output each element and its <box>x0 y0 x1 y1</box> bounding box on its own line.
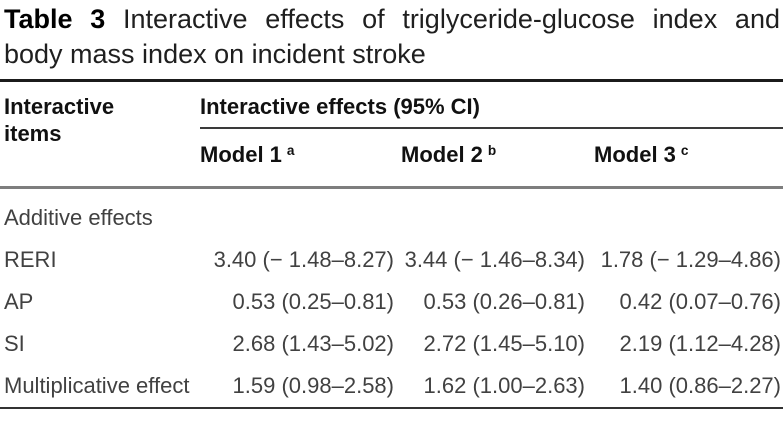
row-label: RERI <box>4 247 57 272</box>
section-label: Additive effects <box>4 205 153 230</box>
group-header: Interactive effects (95% CI) <box>200 94 480 119</box>
row-reri: RERI 3.40 (− 1.48–8.27) 3.44 (− 1.46–8.3… <box>0 231 783 273</box>
row-label: SI <box>4 331 25 356</box>
cell-model-2: 3.44 (− 1.46–8.34) <box>404 247 585 272</box>
caption-line-1: Table 3 Interactive effects of triglycer… <box>4 2 780 37</box>
row-label: Multiplicative effect <box>4 373 190 398</box>
row-label: AP <box>4 289 34 314</box>
table-body: Additive effects RERI 3.40 (− 1.48–8.27)… <box>0 189 783 399</box>
cell-model-1: 2.68 (1.43–5.02) <box>232 331 394 356</box>
cell-model-1: 0.53 (0.25–0.81) <box>232 289 394 314</box>
cell-model-3: 1.40 (0.86–2.27) <box>619 373 781 398</box>
model-1-label: Model 1 <box>200 142 282 167</box>
row-additive-effects: Additive effects <box>0 189 783 231</box>
group-header-rule <box>200 127 783 129</box>
table-header: Interactive items Interactive effects (9… <box>0 82 783 171</box>
row-multiplicative-effect: Multiplicative effect 1.59 (0.98–2.58) 1… <box>0 357 783 399</box>
table-caption: Table 3 Interactive effects of triglycer… <box>0 0 783 72</box>
caption-table-number: Table 3 <box>4 4 106 34</box>
caption-text-line1: Interactive effects of triglyceride-gluc… <box>123 4 780 34</box>
cell-model-2: 1.62 (1.00–2.63) <box>423 373 585 398</box>
header-body-divider-rule <box>0 186 783 189</box>
cell-model-1: 3.40 (− 1.48–8.27) <box>213 247 394 272</box>
cell-model-1: 1.59 (0.98–2.58) <box>232 373 394 398</box>
model-3-superscript: c <box>680 142 689 158</box>
row-si: SI 2.68 (1.43–5.02) 2.72 (1.45–5.10) 2.1… <box>0 315 783 357</box>
bottom-rule <box>0 407 783 409</box>
cell-model-3: 0.42 (0.07–0.76) <box>619 289 781 314</box>
cell-model-3: 1.78 (− 1.29–4.86) <box>600 247 781 272</box>
cell-model-2: 2.72 (1.45–5.10) <box>423 331 585 356</box>
row-ap: AP 0.53 (0.25–0.81) 0.53 (0.26–0.81) 0.4… <box>0 273 783 315</box>
model-2-superscript: b <box>487 142 497 158</box>
stub-header: Interactive items <box>4 94 115 146</box>
cell-model-3: 2.19 (1.12–4.28) <box>619 331 781 356</box>
top-rule <box>0 79 783 82</box>
model-1-superscript: a <box>286 142 295 158</box>
model-2-label: Model 2 <box>401 142 483 167</box>
caption-text-line2: body mass index on incident stroke <box>4 39 426 69</box>
model-3-label: Model 3 <box>594 142 676 167</box>
cell-model-2: 0.53 (0.26–0.81) <box>423 289 585 314</box>
